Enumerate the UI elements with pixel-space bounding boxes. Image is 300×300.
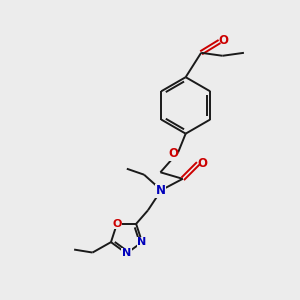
Text: O: O	[219, 34, 229, 46]
Text: O: O	[112, 219, 122, 229]
Text: N: N	[156, 184, 166, 197]
Text: N: N	[122, 248, 131, 258]
Text: N: N	[137, 237, 147, 247]
Text: O: O	[168, 147, 178, 160]
Text: O: O	[197, 157, 207, 170]
